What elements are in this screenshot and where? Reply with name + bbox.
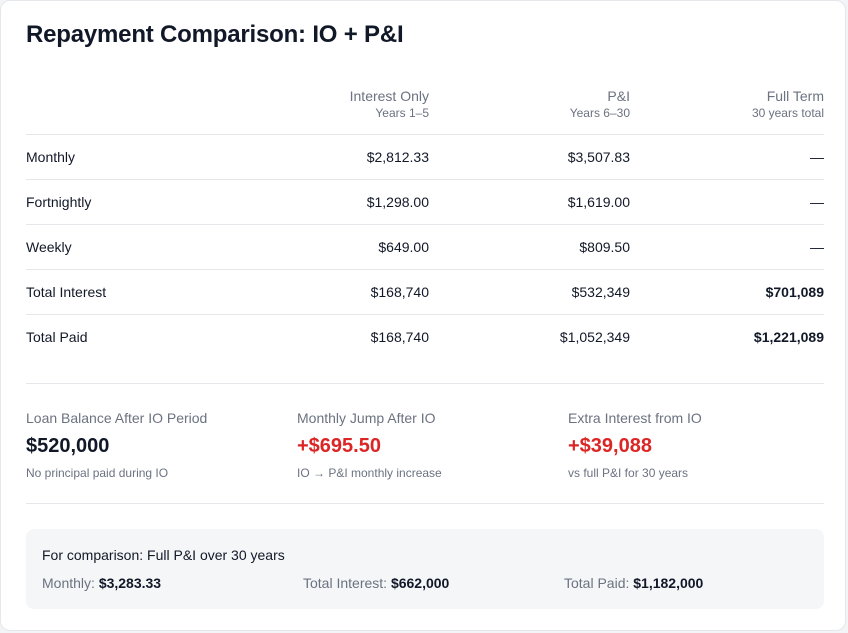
column-title: Full Term [766,88,824,104]
comparison-title: For comparison: Full P&I over 30 years [42,547,285,563]
interest-only-value: $2,812.33 [366,148,429,165]
column-header-label [26,87,229,135]
stat-note: No principal paid during IO [26,466,169,480]
repayment-table: Interest Only Years 1–5 P&I Years 6–30 F… [26,87,824,359]
full-term-value: — [810,238,824,255]
stat-value: $520,000 [26,435,110,457]
comparison-total-paid: Total Paid: $1,182,000 [564,575,703,591]
table-header-row: Interest Only Years 1–5 P&I Years 6–30 F… [26,87,824,135]
stat-label: Loan Balance After IO Period [26,410,208,426]
stat-value: +$39,088 [568,435,652,457]
stat-label: Monthly Jump After IO [297,410,436,426]
comparison-total-interest: Total Interest: $662,000 [303,575,449,591]
section-divider [26,503,824,504]
full-term-value: $1,221,089 [753,328,824,345]
stat-extra-interest: Extra Interest from IO +$39,088 vs full … [568,409,828,481]
table-row-total-paid: Total Paid $168,740 $1,052,349 $1,221,08… [26,314,824,359]
p-and-i-value: $1,052,349 [559,328,630,345]
p-and-i-value: $532,349 [571,283,630,300]
section-divider [26,383,824,384]
table-row-fortnightly: Fortnightly $1,298.00 $1,619.00 — [26,179,824,224]
full-term-value: — [810,148,824,165]
card-title: Repayment Comparison: IO + P&I [26,21,404,48]
row-label: Total Paid [26,328,88,345]
p-and-i-value: $809.50 [579,238,630,255]
p-and-i-value: $1,619.00 [567,193,630,210]
comparison-label: Monthly: [42,575,95,591]
comparison-label: Total Interest: [303,575,388,591]
column-subtitle: Years 1–5 [375,106,429,120]
row-label: Weekly [26,238,72,255]
comparison-monthly: Monthly: $3,283.33 [42,575,161,591]
full-pi-comparison-box: For comparison: Full P&I over 30 years M… [26,529,824,609]
stat-note: vs full P&I for 30 years [568,466,689,480]
interest-only-value: $649.00 [378,238,429,255]
column-header-full-term: Full Term 30 years total [630,87,824,135]
table-row-weekly: Weekly $649.00 $809.50 — [26,224,824,269]
table-row-total-interest: Total Interest $168,740 $532,349 $701,08… [26,269,824,314]
column-title: P&I [607,88,630,104]
row-label: Monthly [26,148,76,165]
stat-label: Extra Interest from IO [568,410,702,426]
interest-only-value: $168,740 [370,328,429,345]
stat-loan-balance: Loan Balance After IO Period $520,000 No… [26,409,286,481]
full-term-value: $701,089 [765,283,824,300]
row-label: Total Interest [26,283,107,300]
column-title: Interest Only [349,88,429,104]
interest-only-value: $168,740 [370,283,429,300]
interest-only-value: $1,298.00 [366,193,429,210]
stat-note: IO → P&I monthly increase [297,466,442,480]
column-header-p-and-i: P&I Years 6–30 [429,87,630,135]
comparison-value: $662,000 [390,575,450,591]
stat-monthly-jump: Monthly Jump After IO +$695.50 IO → P&I … [297,409,557,481]
comparison-value: $3,283.33 [98,575,162,591]
stat-value: +$695.50 [297,435,381,457]
column-subtitle: 30 years total [751,106,824,120]
comparison-label: Total Paid: [564,575,630,591]
full-term-value: — [810,193,824,210]
p-and-i-value: $3,507.83 [567,148,630,165]
column-header-interest-only: Interest Only Years 1–5 [229,87,429,135]
column-subtitle: Years 6–30 [569,106,630,120]
table-row-monthly: Monthly $2,812.33 $3,507.83 — [26,134,824,179]
row-label: Fortnightly [26,193,92,210]
comparison-value: $1,182,000 [633,575,704,591]
